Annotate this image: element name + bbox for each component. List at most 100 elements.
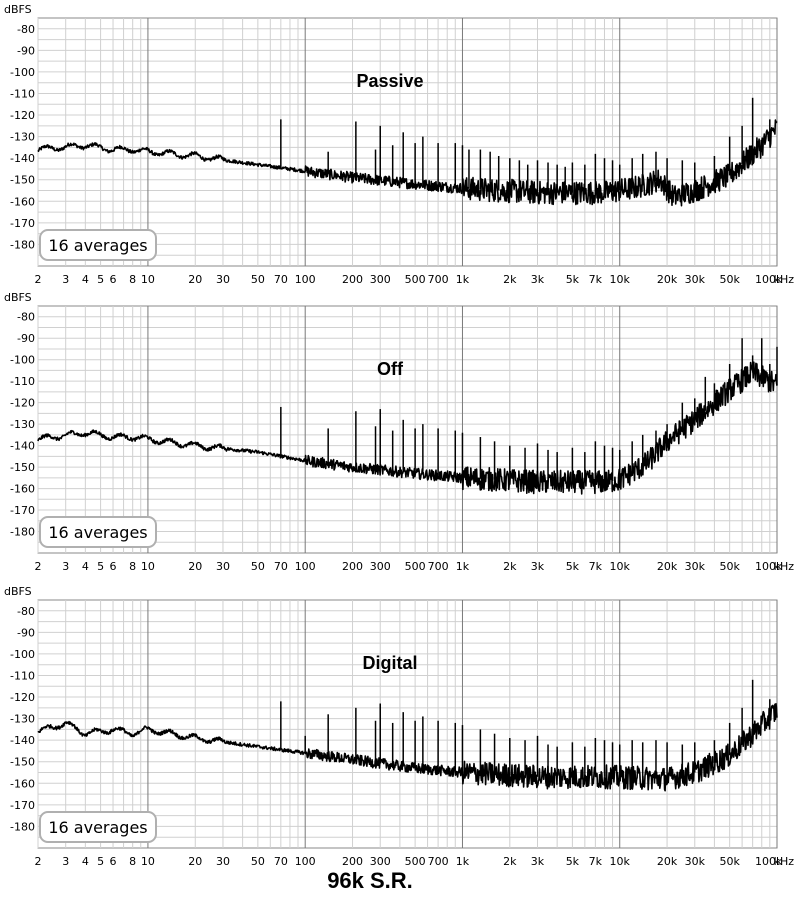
plot-area	[37, 17, 778, 267]
x-tick-label: 500	[405, 273, 426, 286]
y-tick-label: -130	[10, 713, 35, 726]
plot-area	[37, 305, 778, 554]
panel-title: Digital	[362, 653, 417, 673]
averages-badge	[39, 229, 157, 261]
x-tick-label: 5k	[566, 855, 580, 868]
x-tick-label: 700	[428, 855, 449, 868]
y-tick-label: -100	[10, 354, 35, 367]
x-tick-label: 50k	[719, 560, 740, 573]
x-tick-label: 3	[62, 273, 69, 286]
x-tick-label: 100k	[755, 855, 783, 868]
x-tick-label: 10k	[610, 273, 631, 286]
x-tick-label: 100	[295, 560, 316, 573]
x-tick-label: 500	[405, 855, 426, 868]
y-tick-label: -160	[10, 195, 35, 208]
x-tick-label: 3k	[531, 855, 545, 868]
y-tick-label: -120	[10, 691, 35, 704]
x-tick-label: 100	[295, 855, 316, 868]
chart-panel-3: dBFS -80 -90 -100 -110 -120 -130 -140 -150 -160 -1…	[4, 585, 794, 868]
x-tick-label: 2k	[503, 273, 517, 286]
x-tick-label: 2k	[503, 855, 517, 868]
y-tick-label: -130	[10, 131, 35, 144]
x-tick-label: 4	[82, 855, 89, 868]
x-tick-label: 6	[110, 273, 117, 286]
x-tick-label: 100k	[755, 273, 783, 286]
x-tick-label: 50	[251, 273, 265, 286]
x-tick-label: 20k	[657, 855, 678, 868]
x-tick-label: 200	[342, 560, 363, 573]
spectrum-trace	[37, 361, 778, 495]
x-tick-label: 10	[141, 855, 155, 868]
y-axis-label: dBFS	[4, 3, 32, 16]
x-tick-label: 1k	[456, 560, 470, 573]
y-tick-label: -180	[10, 238, 35, 251]
x-tick-label: 7k	[589, 273, 603, 286]
y-axis-label: dBFS	[4, 585, 32, 598]
x-tick-label: 10k	[610, 855, 631, 868]
x-tick-label: 50k	[719, 273, 740, 286]
x-tick-label: 5	[97, 560, 104, 573]
y-tick-label: -100	[10, 66, 35, 79]
y-tick-label: -160	[10, 777, 35, 790]
y-tick-label: -100	[10, 648, 35, 661]
y-tick-label: -160	[10, 483, 35, 496]
x-tick-label: 50	[251, 855, 265, 868]
y-tick-label: -180	[10, 820, 35, 833]
x-tick-label: 30	[216, 855, 230, 868]
y-tick-label: -90	[17, 44, 35, 57]
x-tick-label: 8	[129, 560, 136, 573]
x-unit-label: kHz	[774, 273, 795, 286]
x-unit-label: kHz	[774, 855, 795, 868]
x-tick-label: 4	[82, 560, 89, 573]
x-tick-label: 10k	[610, 560, 631, 573]
y-tick-label: -110	[10, 375, 35, 388]
chart-panel-1: dBFS -80 -90 -100 -110 -120 -130 -140 -150 -160 -1…	[4, 3, 794, 286]
y-tick-label: -80	[17, 23, 35, 36]
x-tick-label: 2	[35, 560, 42, 573]
x-tick-label: 5k	[566, 273, 580, 286]
x-tick-label: 300	[370, 560, 391, 573]
y-tick-label: -140	[10, 152, 35, 165]
x-tick-label: 7k	[589, 855, 603, 868]
y-tick-label: -80	[17, 605, 35, 618]
x-tick-label: 30k	[685, 855, 706, 868]
x-tick-label: 6	[110, 560, 117, 573]
y-tick-label: -90	[17, 332, 35, 345]
x-tick-label: 5k	[566, 560, 580, 573]
y-tick-label: -120	[10, 397, 35, 410]
x-tick-label: 700	[428, 273, 449, 286]
y-tick-label: -110	[10, 669, 35, 682]
x-tick-label: 1k	[456, 273, 470, 286]
x-tick-label: 2k	[503, 560, 517, 573]
x-tick-label: 5	[97, 855, 104, 868]
y-tick-label: -110	[10, 87, 35, 100]
plot-area	[37, 599, 778, 849]
x-tick-label: 500	[405, 560, 426, 573]
x-tick-label: 2	[35, 273, 42, 286]
y-tick-label: -150	[10, 756, 35, 769]
x-tick-label: 1k	[456, 855, 470, 868]
y-tick-label: -170	[10, 217, 35, 230]
y-tick-label: -140	[10, 440, 35, 453]
x-tick-label: 6	[110, 855, 117, 868]
x-tick-label: 300	[370, 855, 391, 868]
y-tick-label: -140	[10, 734, 35, 747]
x-tick-label: 200	[342, 855, 363, 868]
x-tick-label: 3	[62, 560, 69, 573]
panel-title: Off	[377, 359, 404, 379]
x-tick-label: 10	[141, 273, 155, 286]
x-tick-label: 20	[188, 560, 202, 573]
x-tick-label: 30	[216, 273, 230, 286]
x-tick-label: 20	[188, 273, 202, 286]
averages-badge-text: 16 averages	[48, 818, 147, 837]
x-tick-label: 20k	[657, 560, 678, 573]
averages-badge-text: 16 averages	[48, 523, 147, 542]
y-tick-label: -130	[10, 418, 35, 431]
y-tick-label: -170	[10, 504, 35, 517]
x-tick-label: 70	[274, 560, 288, 573]
y-tick-label: -120	[10, 109, 35, 122]
averages-badge	[39, 516, 157, 548]
x-tick-label: 100k	[755, 560, 783, 573]
averages-badge-text: 16 averages	[48, 236, 147, 255]
